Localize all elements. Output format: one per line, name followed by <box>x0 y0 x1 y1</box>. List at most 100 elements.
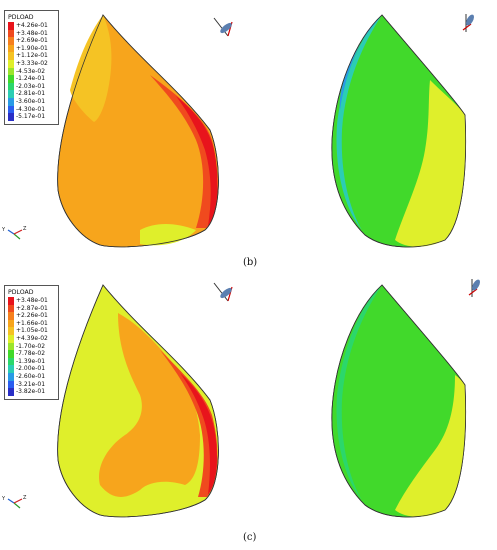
legend-swatch <box>8 97 14 106</box>
legend-tick-label: +4.26e-01 <box>16 22 48 29</box>
legend-tick-label: +3.33e-02 <box>16 59 48 67</box>
legend-tick-label: -3.21e-01 <box>16 380 46 388</box>
contour-plots-b: Y Z <box>1 14 474 248</box>
legend-row: -1.39e-01 <box>5 357 58 366</box>
legend-tick-label: -1.24e-01 <box>16 75 46 83</box>
right-blade-contour <box>331 284 467 518</box>
legend-tick-label: -1.39e-01 <box>16 357 46 365</box>
legend-row: +2.69e-01 <box>5 37 58 45</box>
legend-swatch <box>8 380 14 389</box>
view-triad-icon-c2 <box>468 279 480 297</box>
legend-swatch <box>8 372 14 381</box>
legend-tick-label: +1.05e-01 <box>16 327 48 335</box>
caption-c: (c) <box>243 532 257 543</box>
legend-row: +1.66e-01 <box>5 319 58 328</box>
legend-tick-label: -2.03e-01 <box>16 82 46 90</box>
legend-row: -1.24e-01 <box>5 75 58 83</box>
legend-tick-label: +1.66e-01 <box>16 319 48 327</box>
legend-row: +2.87e-01 <box>5 304 58 313</box>
legend-swatch <box>8 334 14 343</box>
legend-swatch <box>8 312 14 320</box>
svg-text:Z: Z <box>23 226 27 232</box>
legend-tick-label: +4.39e-02 <box>16 334 48 342</box>
legend-swatch <box>8 37 14 45</box>
legend-swatch <box>8 29 14 38</box>
legend-swatch <box>8 357 14 366</box>
legend-swatch <box>8 350 14 358</box>
legend-tick-label: +2.87e-01 <box>16 304 48 312</box>
legend-row: -2.60e-01 <box>5 372 58 381</box>
legend-row: -4.53e-02 <box>5 67 58 76</box>
legend-swatch <box>8 22 14 30</box>
legend-swatch <box>8 44 14 53</box>
legend-swatch <box>8 59 14 68</box>
legend-row: +4.39e-02 <box>5 334 58 343</box>
legend-swatch <box>8 113 14 121</box>
legend-swatch <box>8 304 14 313</box>
legend-row: +1.90e-01 <box>5 44 58 53</box>
legend-row: -2.03e-01 <box>5 82 58 91</box>
panel-b: Y Z PDLOAD +4.26e-01 +3.48e-01 +2.69e-01 +1… <box>1 10 474 268</box>
legend-swatch <box>8 388 14 396</box>
legend-row: -3.21e-01 <box>5 380 58 389</box>
legend-row: +3.48e-01 <box>5 29 58 38</box>
legend-title: PDLOAD <box>8 14 34 21</box>
legend-tick-label: +1.12e-01 <box>16 52 48 60</box>
legend-tick-label: -4.53e-02 <box>16 67 46 75</box>
legend-tick-label: -5.17e-01 <box>16 113 46 121</box>
legend-swatch <box>8 327 14 335</box>
axis-triad-icon-b: Y Z <box>1 226 27 240</box>
legend-tick-label: +2.26e-01 <box>16 312 48 320</box>
legend-tick-label: -2.81e-01 <box>16 90 46 98</box>
legend-row: -2.00e-01 <box>5 365 58 373</box>
legend-row: -2.81e-01 <box>5 90 58 98</box>
caption-b: (b) <box>243 257 258 268</box>
legend-row: +2.26e-01 <box>5 312 58 320</box>
legend-tick-label: -2.60e-01 <box>16 372 46 380</box>
view-triad-icon-b1 <box>213 17 233 37</box>
legend-tick-label: -2.00e-01 <box>16 365 46 373</box>
right-blade-contour <box>331 14 467 248</box>
legend-row: -1.70e-02 <box>5 342 58 351</box>
legend-tick-label: +3.48e-01 <box>16 29 48 37</box>
legend-row: -7.78e-02 <box>5 350 58 358</box>
legend-row: +1.05e-01 <box>5 327 58 335</box>
legend-row: -5.17e-01 <box>5 113 58 121</box>
legend-row: +4.26e-01 <box>5 22 58 30</box>
legend-title: PDLOAD <box>8 289 34 296</box>
legend-swatch <box>8 82 14 91</box>
legend-swatch <box>8 67 14 76</box>
legend-row: +3.33e-02 <box>5 59 58 68</box>
legend-c: PDLOAD +3.48e-01 +2.87e-01 +2.26e-01 +1.66e… <box>4 285 59 400</box>
legend-row: +3.48e-01 <box>5 297 58 305</box>
legend-b: PDLOAD +4.26e-01 +3.48e-01 +2.69e-01 +1.90e… <box>4 10 59 125</box>
legend-tick-label: -1.70e-02 <box>16 342 46 350</box>
legend-tick-label: +1.90e-01 <box>16 44 48 52</box>
axis-triad-icon-c: Y Z <box>1 495 27 509</box>
svg-text:Y: Y <box>1 227 6 233</box>
legend-swatch <box>8 319 14 328</box>
legend-row: -4.30e-01 <box>5 105 58 114</box>
legend-row: -3.60e-01 <box>5 97 58 106</box>
legend-tick-label: -3.82e-01 <box>16 388 46 396</box>
legend-tick-label: +2.69e-01 <box>16 37 48 45</box>
legend-swatch <box>8 297 14 305</box>
legend-swatch <box>8 342 14 351</box>
legend-tick-label: -7.78e-02 <box>16 350 46 358</box>
contour-plots-c: Y Z <box>1 279 480 518</box>
legend-row: +1.12e-01 <box>5 52 58 60</box>
view-triad-icon-b2 <box>462 14 474 32</box>
legend-swatch <box>8 52 14 60</box>
legend-tick-label: -4.30e-01 <box>16 105 46 113</box>
legend-tick-label: -3.60e-01 <box>16 97 46 105</box>
left-blade-contour <box>57 14 219 248</box>
svg-text:Y: Y <box>1 496 6 502</box>
left-blade-contour <box>57 284 219 518</box>
legend-swatch <box>8 365 14 373</box>
legend-swatch <box>8 90 14 98</box>
svg-text:Z: Z <box>23 495 27 501</box>
view-triad-icon-c1 <box>213 282 233 302</box>
legend-swatch <box>8 75 14 83</box>
legend-row: -3.82e-01 <box>5 388 58 396</box>
legend-swatch <box>8 105 14 114</box>
